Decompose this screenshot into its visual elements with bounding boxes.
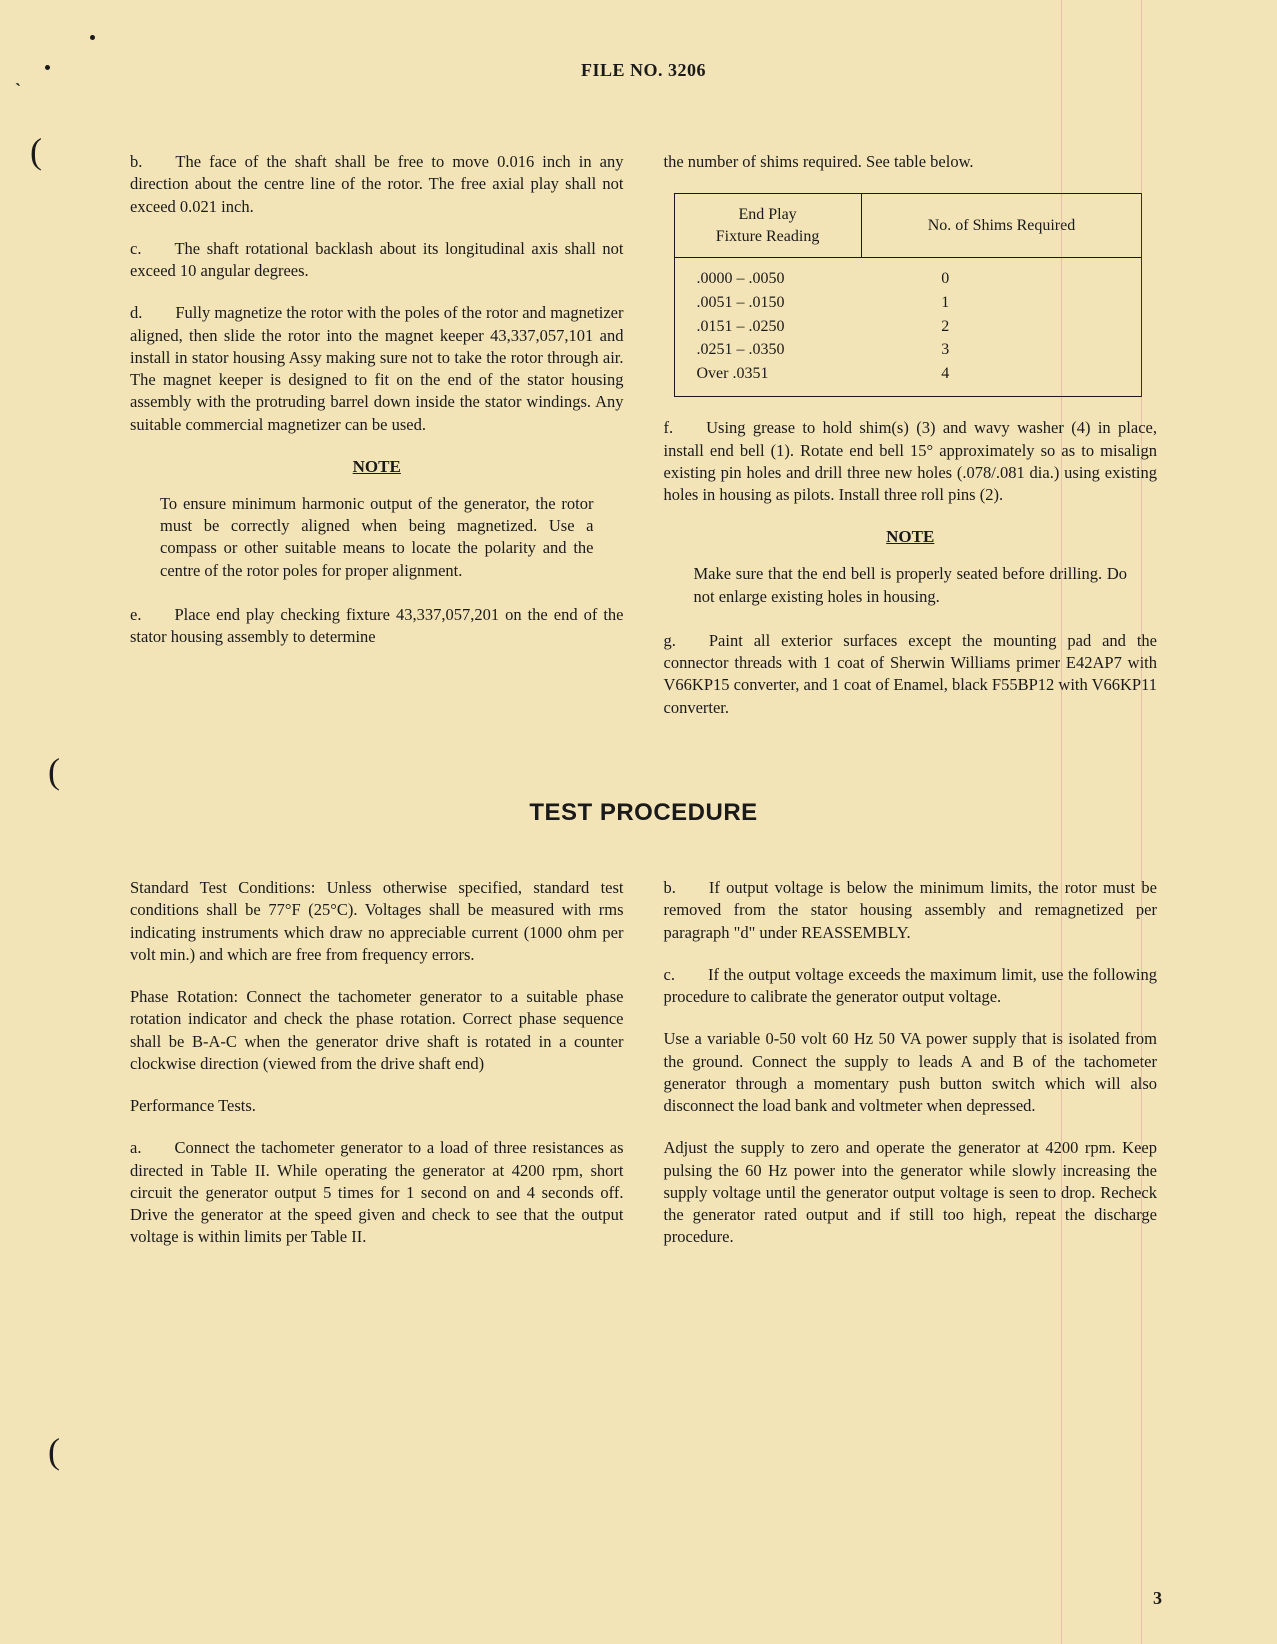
page-container: FILE NO. 3206 b. The face of the shaft s… [130, 60, 1157, 1604]
para-c: c. The shaft rotational backlash about i… [130, 238, 624, 283]
upper-columns: b. The face of the shaft shall be free t… [130, 151, 1157, 739]
range-cell: .0251 – .0350 [674, 338, 861, 362]
table-header-reading: End Play Fixture Reading [674, 194, 861, 258]
para-f: f. Using grease to hold shim(s) (3) and … [664, 417, 1158, 506]
test-pb: b. If output voltage is below the minimu… [664, 877, 1158, 944]
test-left-column: Standard Test Conditions: Unless otherwi… [130, 877, 624, 1269]
range-cell: .0000 – .0050 [674, 258, 861, 291]
tick-mark: ˋ [15, 80, 21, 101]
file-header: FILE NO. 3206 [130, 60, 1157, 81]
margin-line [1141, 0, 1142, 1644]
page-number: 3 [1153, 1588, 1162, 1609]
shims-cell: 2 [861, 315, 1142, 339]
test-p1: Standard Test Conditions: Unless otherwi… [130, 877, 624, 966]
range-cell: .0051 – .0150 [674, 291, 861, 315]
test-p2: Phase Rotation: Connect the tachometer g… [130, 986, 624, 1075]
note-body-left: To ensure minimum harmonic output of the… [160, 493, 594, 582]
shims-cell: 4 [861, 362, 1142, 397]
table-row: .0051 – .0150 1 [674, 291, 1142, 315]
para-e: e. Place end play checking fixture 43,33… [130, 604, 624, 649]
th-line2: Fixture Reading [716, 228, 820, 245]
range-cell: Over .0351 [674, 362, 861, 397]
shim-table: End Play Fixture Reading No. of Shims Re… [674, 193, 1143, 397]
lower-columns: Standard Test Conditions: Unless otherwi… [130, 877, 1157, 1269]
test-p3r: Adjust the supply to zero and operate th… [664, 1137, 1158, 1248]
para-b: b. The face of the shaft shall be free t… [130, 151, 624, 218]
test-p3: Performance Tests. [130, 1095, 624, 1117]
test-p2r: Use a variable 0-50 volt 60 Hz 50 VA pow… [664, 1028, 1158, 1117]
paren-mark: ( [48, 1430, 60, 1472]
para-top-right: the number of shims required. See table … [664, 151, 1158, 173]
test-pa: a. Connect the tachometer generator to a… [130, 1137, 624, 1248]
th-line1: End Play [738, 206, 796, 223]
table-row: Over .0351 4 [674, 362, 1142, 397]
right-column: the number of shims required. See table … [664, 151, 1158, 739]
table-row: .0000 – .0050 0 [674, 258, 1142, 291]
shims-cell: 0 [861, 258, 1142, 291]
paren-mark: ( [48, 750, 60, 792]
dot-mark [45, 65, 50, 70]
table-header-shims: No. of Shims Required [861, 194, 1142, 258]
test-pc: c. If the output voltage exceeds the max… [664, 964, 1158, 1009]
para-d: d. Fully magnetize the rotor with the po… [130, 302, 624, 436]
range-cell: .0151 – .0250 [674, 315, 861, 339]
shims-cell: 1 [861, 291, 1142, 315]
test-right-column: b. If output voltage is below the minimu… [664, 877, 1158, 1269]
section-title: TEST PROCEDURE [130, 799, 1157, 827]
note-heading: NOTE [664, 526, 1158, 549]
table-row: .0251 – .0350 3 [674, 338, 1142, 362]
margin-line [1061, 0, 1062, 1644]
para-g: g. Paint all exterior surfaces except th… [664, 630, 1158, 719]
table-row: .0151 – .0250 2 [674, 315, 1142, 339]
dot-mark [90, 35, 95, 40]
left-column: b. The face of the shaft shall be free t… [130, 151, 624, 739]
note-heading: NOTE [130, 456, 624, 479]
paren-mark: ( [30, 130, 42, 172]
shims-cell: 3 [861, 338, 1142, 362]
